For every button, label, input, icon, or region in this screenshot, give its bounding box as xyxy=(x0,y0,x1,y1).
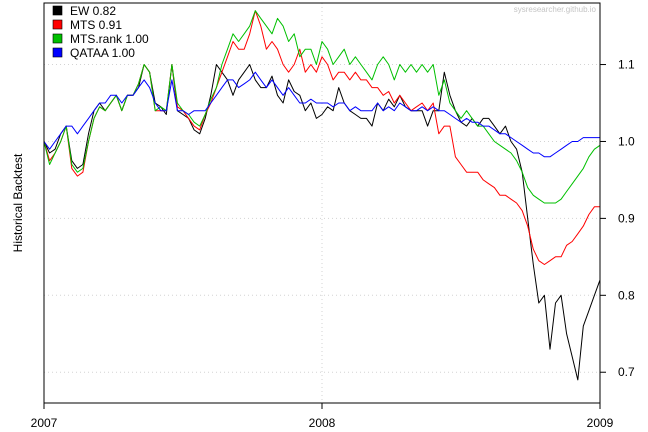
y-axis-label: Historical Backtest xyxy=(11,153,25,252)
legend-swatch-1 xyxy=(52,19,63,30)
legend-label-0: EW 0.82 xyxy=(70,4,116,18)
legend-swatch-2 xyxy=(52,33,63,44)
legend-label-2: MTS.rank 1.00 xyxy=(70,32,149,46)
y-tick-label-2: 0.9 xyxy=(618,211,635,225)
y-tick-label-1: 0.8 xyxy=(618,288,635,302)
y-tick-label-3: 1.0 xyxy=(618,134,635,148)
x-tick-label-2: 2009 xyxy=(587,416,614,430)
legend-label-1: MTS 0.91 xyxy=(70,18,122,32)
legend-swatch-3 xyxy=(52,47,63,58)
axes: 2007 2008 2009 0.7 0.8 0.9 1.0 1.1 xyxy=(31,58,635,430)
series-line-3 xyxy=(43,71,600,158)
watermark: sysresearcher.github.io xyxy=(514,5,597,14)
x-tick-label-0: 2007 xyxy=(31,416,58,430)
legend-label-3: QATAA 1.00 xyxy=(70,46,135,60)
y-tick-label-4: 1.1 xyxy=(618,58,635,72)
y-tick-label-0: 0.7 xyxy=(618,365,635,379)
series-line-2 xyxy=(43,10,601,204)
x-tick-label-1: 2008 xyxy=(309,416,336,430)
legend-swatch-0 xyxy=(52,5,63,16)
series-lines xyxy=(43,10,601,381)
